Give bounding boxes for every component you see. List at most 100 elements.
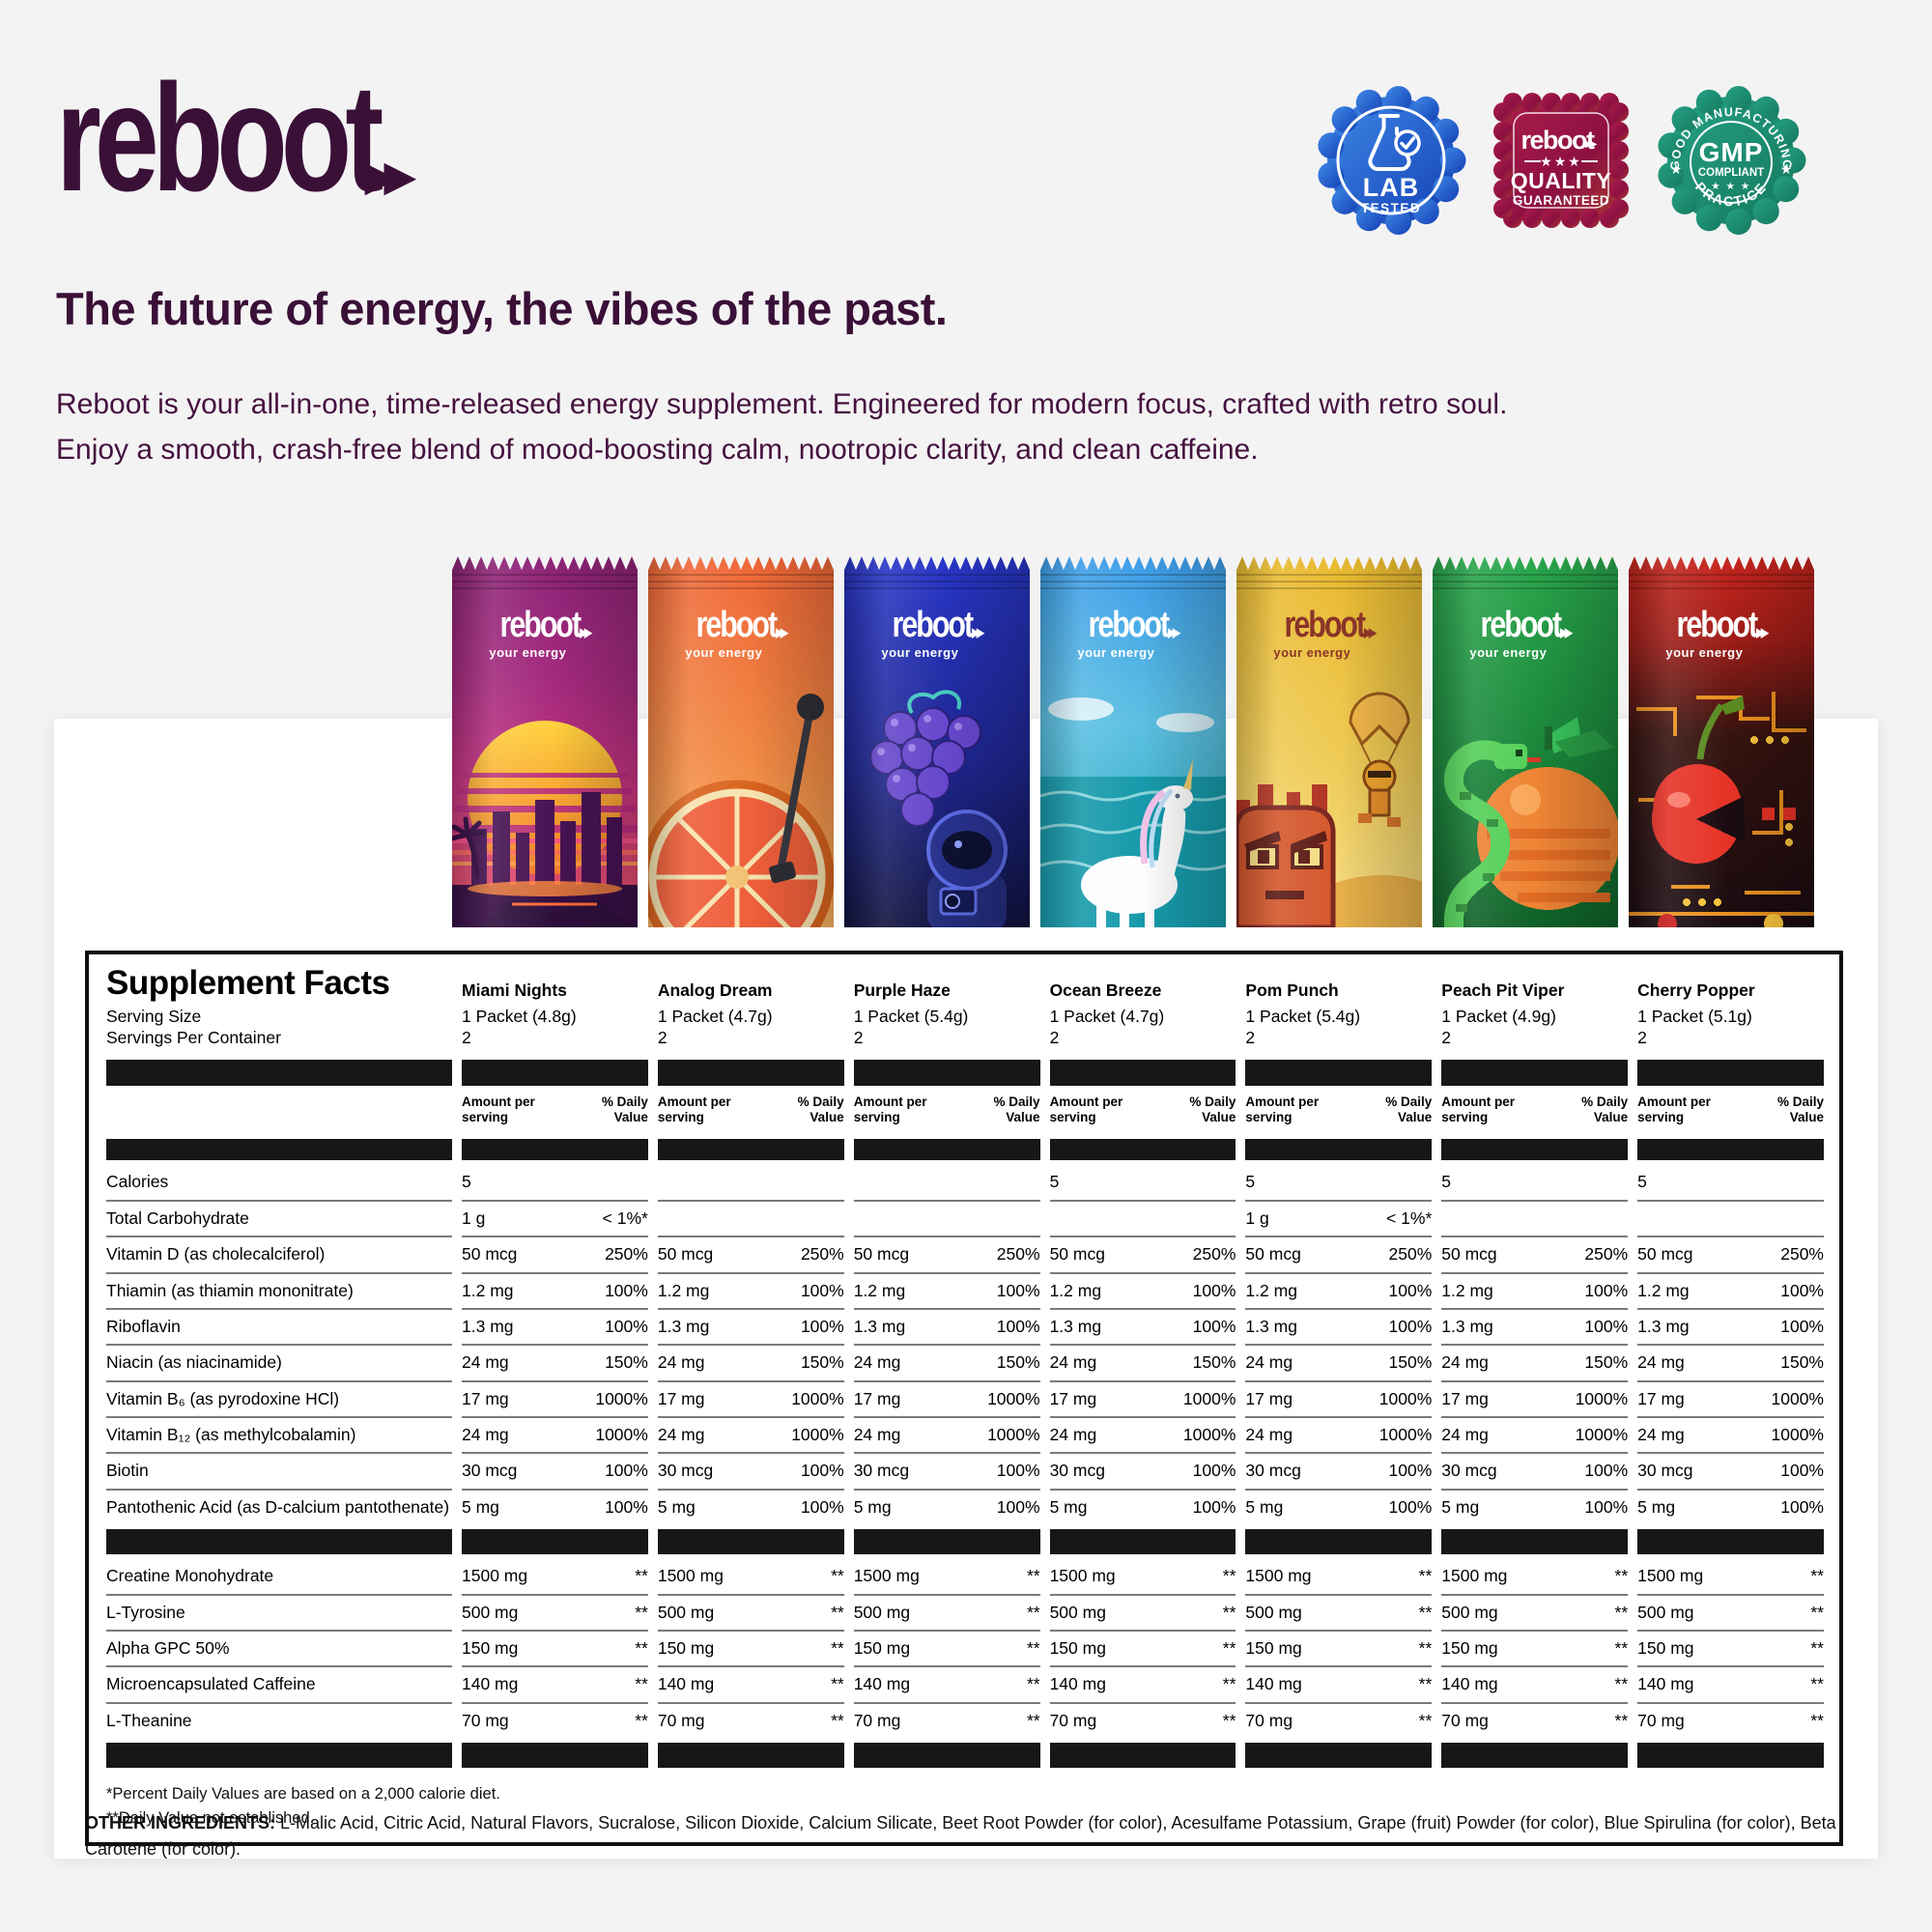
amount-value: 5 [1245,1172,1256,1192]
facts-value-cell: 1500 mg ** [1245,1559,1433,1596]
facts-value-cell: 140 mg ** [462,1667,648,1704]
serving-values: 1 Packet (4.7g) 2 [1050,1006,1236,1055]
facts-value-cell: 500 mg ** [1049,1596,1236,1633]
amount-value: 24 mg [657,1425,705,1445]
amount-value: 5 mg [853,1496,892,1517]
facts-divider-bar [1637,1743,1824,1769]
daily-value: 100% [800,1496,844,1517]
facts-value-cell: 150 mg ** [1441,1632,1629,1668]
facts-value-cell: 5 mg 100% [1050,1491,1236,1524]
packet-crimp [1629,574,1814,589]
nutrient-label: Microencapsulated Caffeine [106,1667,452,1704]
daily-value: 1000% [987,1388,1040,1408]
amount-per-serving-header: Amount per serving [1049,1094,1123,1125]
packet-peach-pit-viper: reboot▶▶ your energy [1433,556,1618,927]
facts-value-cell: 1.2 mg 100% [657,1274,844,1310]
nutrient-label: Niacin (as niacinamide) [106,1346,452,1382]
star-icon: ★ [1780,161,1793,177]
facts-value-cell: 1500 mg ** [1049,1559,1236,1596]
subheader-cell: Amount per serving % Daily Value [854,1091,1040,1135]
facts-value-cell: 70 mg ** [462,1704,648,1738]
facts-divider-bar [1049,1529,1236,1555]
amount-value: 17 mg [657,1388,705,1408]
packet-logo: reboot▶▶ your energy [844,607,1030,662]
facts-value-cell: 30 mcg 100% [1637,1454,1824,1491]
facts-divider-bar [1049,1139,1236,1161]
amount-value: 1.2 mg [657,1280,710,1300]
facts-value-cell: 24 mg 1000% [462,1418,648,1455]
daily-value: ** [831,1566,844,1586]
amount-value: 70 mg [853,1710,901,1730]
amount-value: 70 mg [657,1710,705,1730]
amount-value: 1.2 mg [1637,1280,1690,1300]
amount-value: 70 mg [1049,1710,1097,1730]
facts-value-cell: 70 mg ** [1441,1704,1628,1738]
serving-size-value: 1 Packet (5.4g) [1245,1006,1361,1026]
cherry-pacman [1652,696,1796,864]
grape-leaf [907,690,962,715]
amount-value: 500 mg [1441,1602,1498,1622]
amount-value: 30 mcg [462,1461,518,1481]
daily-value: 150% [1388,1352,1433,1373]
facts-value-cell: 1500 mg ** [657,1559,844,1596]
parachute-mascot [1349,692,1410,827]
facts-value-cell: 150 mg ** [657,1632,844,1668]
facts-value-cell: 1 g < 1%* [462,1202,648,1238]
facts-value-cell: 24 mg 1000% [853,1418,1040,1455]
servings-per-container-value: 2 [1049,1028,1060,1048]
amount-value: 140 mg [1441,1674,1498,1694]
brand-tagline: your energy [1273,645,1351,660]
flavor-header: Peach Pit Viper [1441,980,1565,1001]
nutrient-label: Vitamin D (as cholecalciferol) [106,1237,452,1274]
subheader-cell: Amount per serving % Daily Value [462,1091,648,1135]
subheader-cell: Amount per serving % Daily Value [658,1091,844,1135]
amount-value: 24 mg [462,1425,509,1445]
facts-value-cell: 24 mg 1000% [1245,1418,1433,1455]
amount-value: 150 mg [657,1638,715,1659]
packet-miami-nights: reboot▶▶ your energy [452,556,638,927]
amount-value: 17 mg [1637,1388,1685,1408]
amount-value: 1500 mg [853,1566,920,1586]
badge-gmp-compliant: GOOD MANUFACTURING PRACTICE ★ ★ GMP COMP… [1658,86,1806,235]
nutrient-label: Vitamin B₆ (as pyrodoxine HCl) [106,1382,452,1419]
daily-value: 250% [1780,1244,1824,1264]
facts-value-cell: 1.3 mg 100% [1637,1310,1824,1347]
tonearm [769,694,824,884]
subheader-spacer [106,1091,452,1135]
brand-tagline: your energy [489,645,567,660]
play-arrows-icon: ▶▶ [1585,139,1598,150]
packet-crimp [648,574,834,589]
amount-value: 24 mg [462,1352,509,1373]
amount-value: 24 mg [1049,1352,1097,1373]
daily-value: 100% [1192,1316,1236,1336]
daily-value: 100% [605,1461,648,1481]
facts-value-cell: 17 mg 1000% [657,1382,844,1419]
facts-value-cell: 30 mcg 100% [1441,1454,1629,1491]
facts-value-cell: 500 mg ** [1637,1596,1824,1633]
nutrient-label: Thiamin (as thiamin mononitrate) [106,1274,452,1310]
servings-per-container-value: 2 [1245,1028,1256,1048]
facts-divider-bar [106,1139,452,1161]
facts-value-cell: 24 mg 1000% [1441,1418,1629,1455]
facts-value-cell: 24 mg 150% [853,1346,1040,1382]
daily-value: ** [1810,1566,1824,1586]
facts-divider-bar [1637,1529,1824,1555]
badge-quality-line1: QUALITY [1511,168,1611,193]
daily-value: 1000% [1771,1425,1825,1445]
daily-value: ** [1810,1674,1824,1694]
daily-value: 100% [1584,1280,1629,1300]
facts-divider-bar [1245,1139,1433,1161]
facts-value-cell: 50 mcg 250% [1245,1237,1433,1274]
daily-value: 100% [800,1461,844,1481]
facts-value-cell: 17 mg 1000% [1637,1382,1824,1419]
serving-values: 1 Packet (5.4g) 2 [1245,1006,1432,1055]
nutrient-label: Creatine Monohydrate [106,1559,452,1596]
brand-wordmark: reboot [56,53,384,223]
facts-value-cell: 30 mcg 100% [1245,1454,1433,1491]
page-title: The future of energy, the vibes of the p… [56,283,948,334]
amount-value: 24 mg [853,1352,901,1373]
footnote-dv-not-established: **Daily Value not established. [106,1808,315,1827]
daily-value: ** [1222,1566,1236,1586]
unicorn [1081,759,1193,927]
amount-value: 70 mg [1245,1710,1293,1730]
